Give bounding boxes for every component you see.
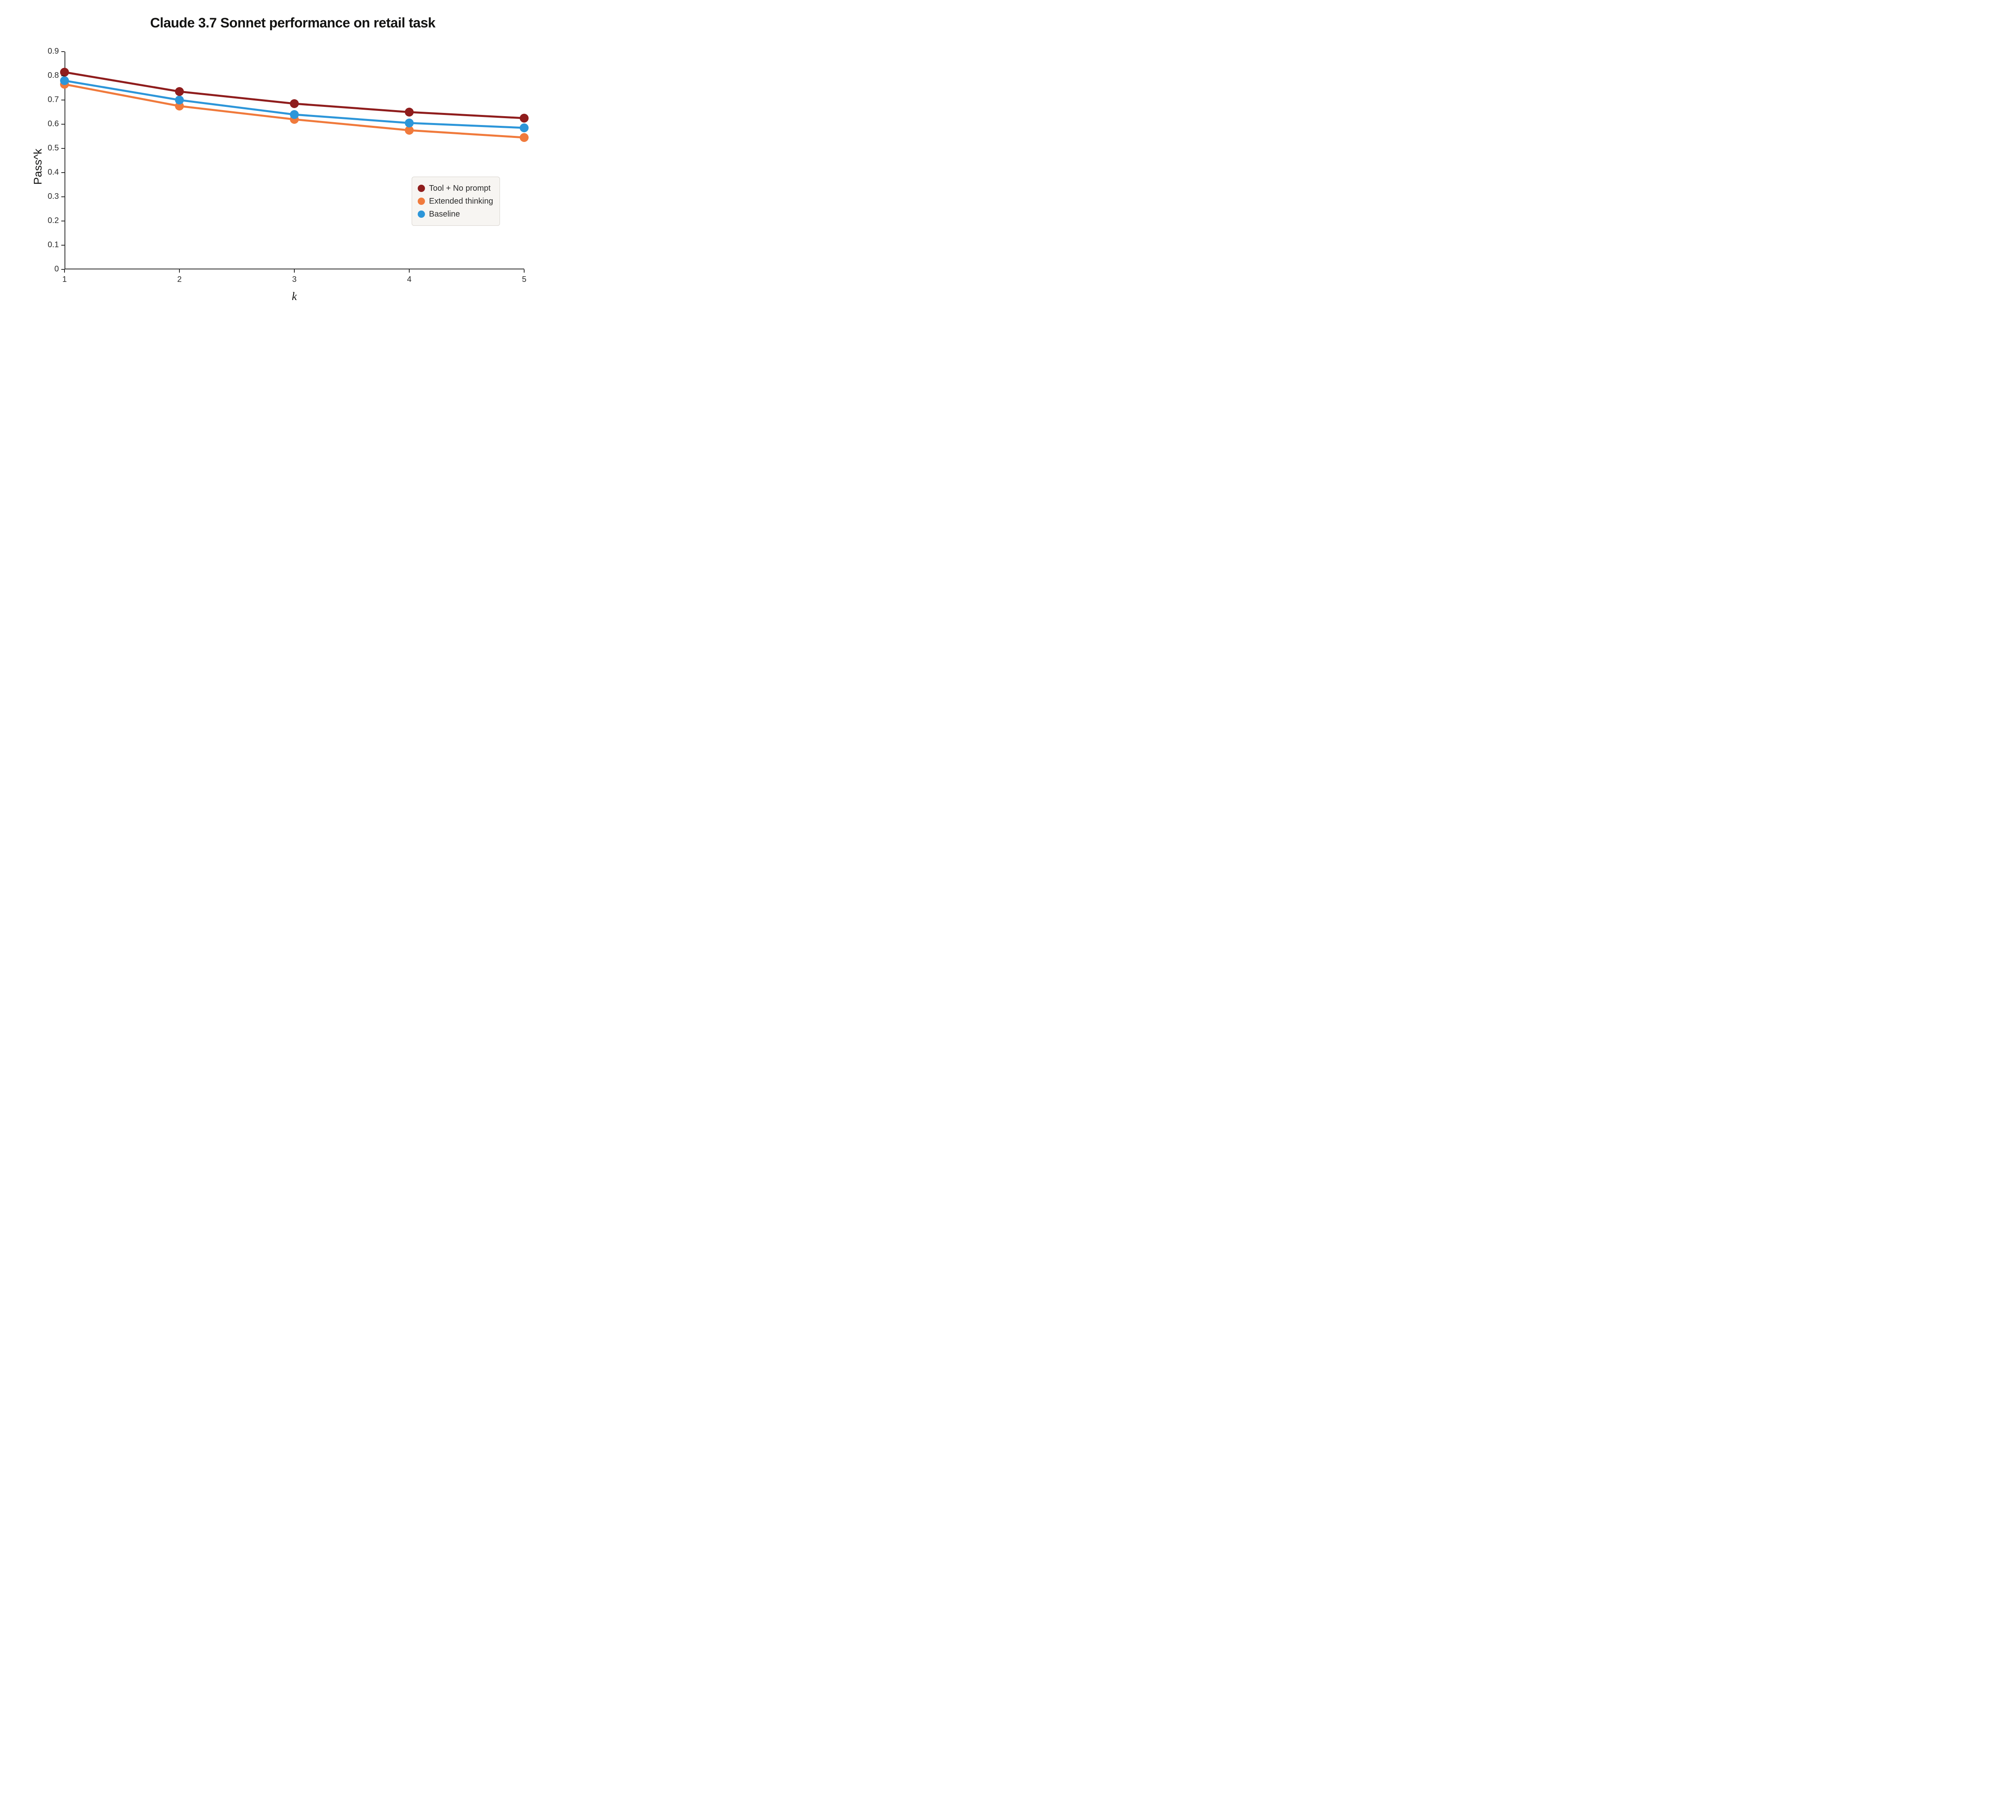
plot-area: Tool + No promptExtended thinkingBaselin… [65,52,524,269]
legend-label: Extended thinking [429,195,493,208]
x-tick-label: 5 [516,275,532,284]
series-marker-baseline [175,96,184,104]
y-tick [61,51,65,52]
legend-swatch-icon [418,198,425,205]
y-tick-label: 0.8 [48,71,59,80]
legend-item-baseline: Baseline [418,208,493,221]
y-tick-label: 0.9 [48,47,59,56]
x-tick [294,269,295,273]
y-tick [61,196,65,197]
y-tick-label: 0.5 [48,144,59,153]
series-marker-tool_no_prompt [290,99,299,108]
x-tick-label: 1 [56,275,73,284]
series-marker-tool_no_prompt [175,87,184,96]
legend-item-tool_no_prompt: Tool + No prompt [418,182,493,195]
x-tick [524,269,525,273]
series-marker-baseline [405,119,414,127]
y-tick [61,172,65,173]
chart-title: Claude 3.7 Sonnet performance on retail … [0,15,585,31]
legend-label: Tool + No prompt [429,182,491,195]
legend-swatch-icon [418,211,425,218]
line-series-svg [65,52,524,269]
y-tick-label: 0.6 [48,119,59,129]
x-tick [64,269,65,273]
series-marker-extended_thinking [520,133,529,142]
legend-item-extended_thinking: Extended thinking [418,195,493,208]
legend: Tool + No promptExtended thinkingBaselin… [412,177,500,226]
chart-container: Claude 3.7 Sonnet performance on retail … [0,0,585,346]
y-tick-label: 0.7 [48,95,59,104]
legend-swatch-icon [418,185,425,192]
y-tick [61,245,65,246]
y-tick-label: 0.2 [48,216,59,225]
series-marker-baseline [290,110,299,119]
y-axis-title: Pass^k [31,149,44,185]
x-tick-label: 3 [286,275,302,284]
series-marker-baseline [60,76,69,85]
x-tick [179,269,180,273]
y-tick [61,75,65,76]
x-tick-label: 4 [401,275,417,284]
series-marker-baseline [520,123,529,132]
legend-label: Baseline [429,208,460,221]
x-tick [409,269,410,273]
y-tick-label: 0 [54,265,59,274]
y-tick [61,148,65,149]
x-axis-title: k [65,290,524,303]
y-tick-label: 0.1 [48,240,59,250]
y-tick [61,124,65,125]
y-tick-label: 0.4 [48,168,59,177]
series-marker-tool_no_prompt [520,114,529,123]
y-tick-label: 0.3 [48,192,59,201]
series-marker-tool_no_prompt [405,108,414,117]
x-tick-label: 2 [171,275,187,284]
